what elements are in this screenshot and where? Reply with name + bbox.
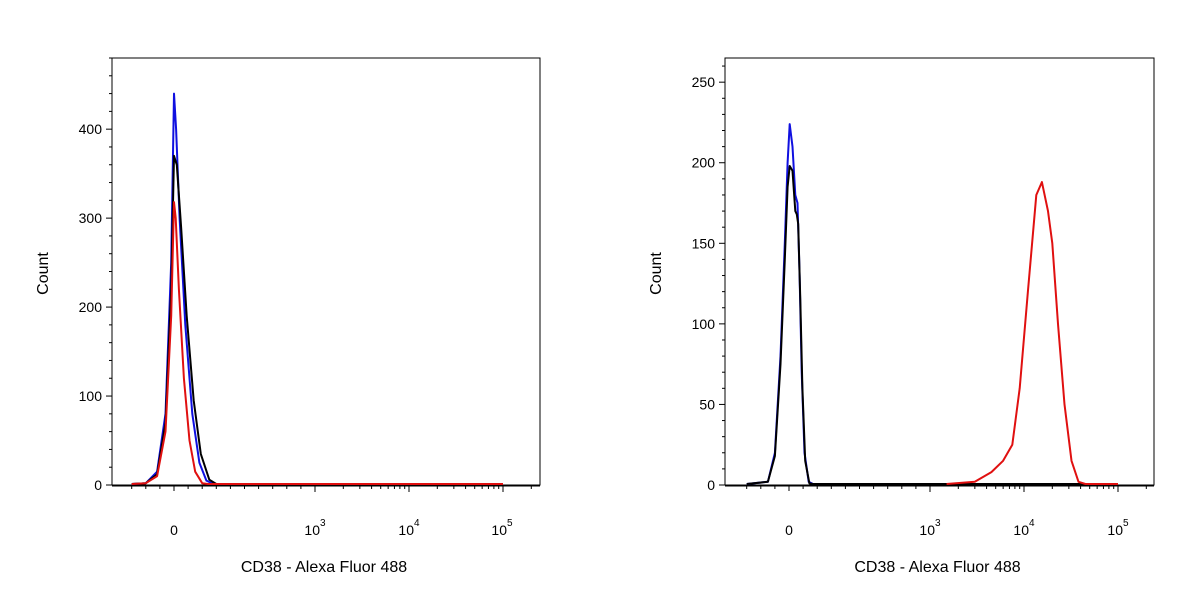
- x-tick-label: 104: [398, 518, 420, 538]
- x-tick-label: 0: [170, 522, 178, 538]
- y-tick-label: 150: [692, 235, 716, 251]
- y-axis-title: Count: [35, 252, 52, 295]
- histogram-series-3: [946, 181, 1118, 485]
- x-tick-label: 105: [491, 518, 513, 538]
- histogram-series-1: [746, 123, 1118, 485]
- x-axis-title: CD38 - Alexa Fluor 488: [854, 559, 1020, 576]
- x-axis: 0 103 104 105: [725, 484, 1154, 538]
- y-tick-label: 50: [699, 396, 715, 412]
- y-tick-label: 300: [79, 210, 103, 226]
- x-tick-label-exponent: 4: [414, 518, 420, 529]
- y-tick-label: 0: [94, 477, 102, 493]
- y-tick-label: 200: [692, 155, 716, 171]
- y-axis-title: Count: [648, 252, 665, 295]
- series-group: [746, 123, 1118, 485]
- x-tick-label: 105: [1107, 518, 1129, 538]
- x-tick-label-base: 10: [304, 522, 320, 538]
- y-tick-label: 250: [692, 74, 716, 90]
- x-tick-label-exponent: 3: [935, 518, 941, 529]
- plot-frame: [724, 57, 1155, 486]
- x-tick-label-exponent: 5: [1123, 518, 1129, 529]
- histogram-series-2: [746, 165, 1118, 485]
- x-tick-label-base: 10: [919, 522, 935, 538]
- y-tick-label: 400: [79, 121, 103, 137]
- x-tick-label-base: 10: [1107, 522, 1123, 538]
- x-tick-label-base: 10: [1013, 522, 1029, 538]
- x-tick-label: 104: [1013, 518, 1035, 538]
- x-tick-label-exponent: 5: [507, 518, 513, 529]
- x-tick-label-base: 10: [398, 522, 414, 538]
- series-group: [131, 92, 503, 485]
- x-tick-label: 103: [304, 518, 326, 538]
- x-tick-label-exponent: 3: [320, 518, 326, 529]
- x-tick-label-base: 10: [491, 522, 507, 538]
- x-axis-title: CD38 - Alexa Fluor 488: [241, 559, 407, 576]
- x-tick-label-base: 0: [785, 522, 793, 538]
- x-tick-label-base: 0: [170, 522, 178, 538]
- histogram-series-3: [131, 201, 503, 485]
- y-axis: 0 100 200 300 400: [79, 57, 112, 493]
- y-tick-label: 0: [707, 477, 715, 493]
- x-axis: 0 103 104 105: [112, 484, 540, 538]
- x-tick-label: 103: [919, 518, 941, 538]
- y-tick-label: 200: [79, 299, 103, 315]
- y-axis: 0 50 100 150 200 250: [692, 65, 725, 493]
- y-tick-label: 100: [79, 388, 103, 404]
- histogram-series-2: [131, 154, 503, 485]
- y-tick-label: 100: [692, 316, 716, 332]
- x-tick-label-exponent: 4: [1029, 518, 1035, 529]
- x-tick-label: 0: [785, 522, 793, 538]
